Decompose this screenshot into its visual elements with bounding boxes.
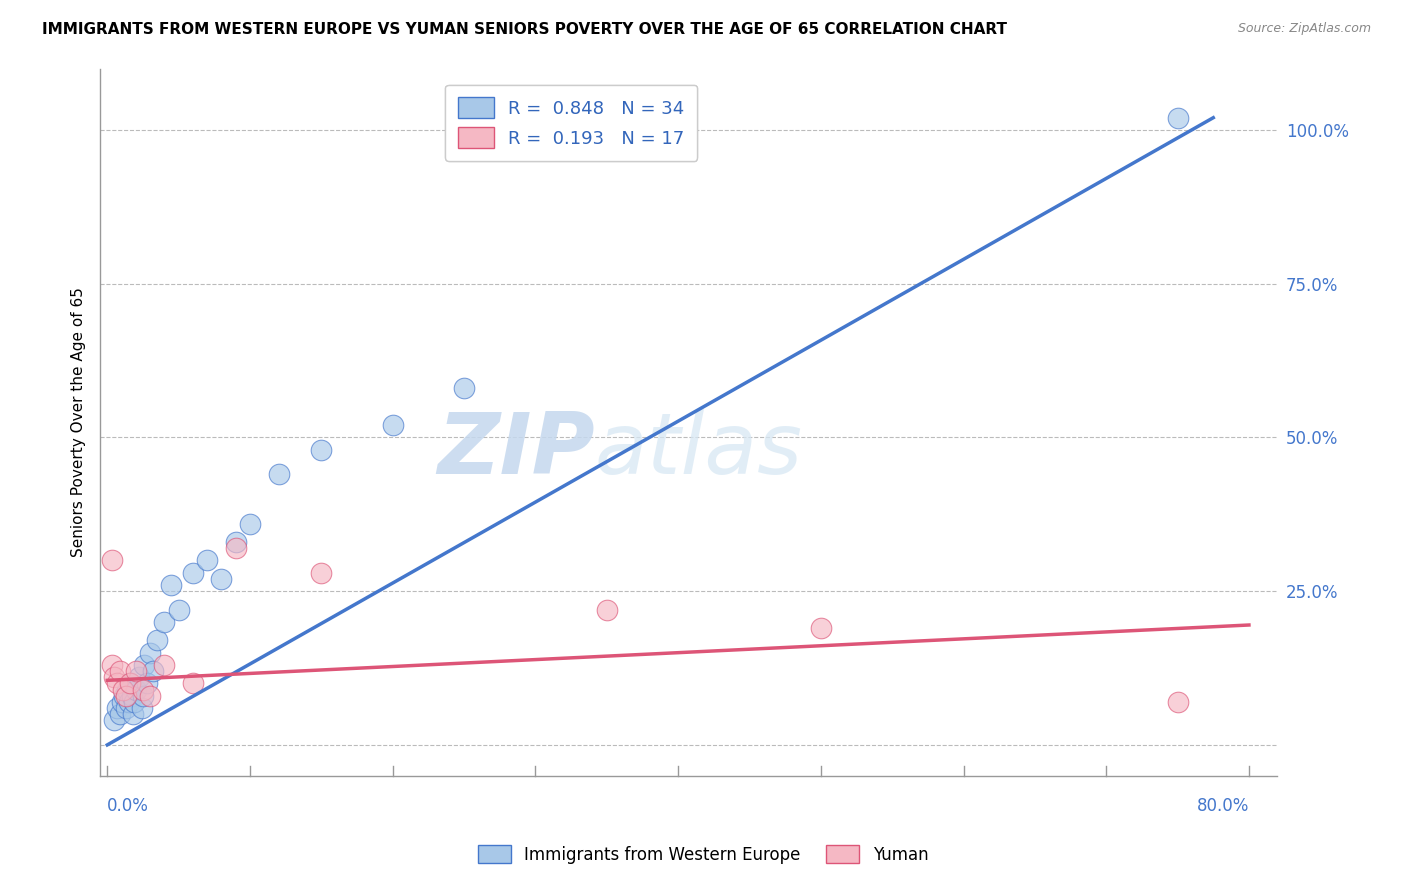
Text: Source: ZipAtlas.com: Source: ZipAtlas.com xyxy=(1237,22,1371,36)
Text: 0.0%: 0.0% xyxy=(107,797,149,815)
Point xyxy=(225,541,247,556)
Legend: Immigrants from Western Europe, Yuman: Immigrants from Western Europe, Yuman xyxy=(471,838,935,871)
Point xyxy=(110,695,132,709)
Point xyxy=(122,707,145,722)
Point xyxy=(100,553,122,567)
Point xyxy=(181,676,204,690)
Point xyxy=(195,553,218,567)
Point xyxy=(121,689,143,703)
Point xyxy=(125,682,148,697)
Point xyxy=(311,442,333,457)
Point xyxy=(136,676,159,690)
Point xyxy=(453,381,475,395)
Point xyxy=(103,714,125,728)
Point xyxy=(111,682,134,697)
Text: atlas: atlas xyxy=(595,409,803,491)
Point xyxy=(225,535,247,549)
Point xyxy=(311,566,333,580)
Point xyxy=(153,615,176,629)
Point xyxy=(139,646,162,660)
Point xyxy=(105,701,128,715)
Point xyxy=(239,516,262,531)
Point xyxy=(160,578,183,592)
Point xyxy=(108,707,131,722)
Point xyxy=(117,682,139,697)
Point xyxy=(114,689,136,703)
Legend: R =  0.848   N = 34, R =  0.193   N = 17: R = 0.848 N = 34, R = 0.193 N = 17 xyxy=(446,85,697,161)
Point xyxy=(134,657,156,672)
Point xyxy=(139,689,162,703)
Point xyxy=(142,664,165,678)
Point xyxy=(105,676,128,690)
Y-axis label: Seniors Poverty Over the Age of 65: Seniors Poverty Over the Age of 65 xyxy=(72,287,86,557)
Point xyxy=(1167,695,1189,709)
Point xyxy=(125,664,148,678)
Point xyxy=(596,602,619,616)
Text: IMMIGRANTS FROM WESTERN EUROPE VS YUMAN SENIORS POVERTY OVER THE AGE OF 65 CORRE: IMMIGRANTS FROM WESTERN EUROPE VS YUMAN … xyxy=(42,22,1007,37)
Point xyxy=(146,633,169,648)
Point xyxy=(209,572,232,586)
Point xyxy=(118,695,141,709)
Point xyxy=(132,689,155,703)
Point xyxy=(114,701,136,715)
Point xyxy=(810,621,832,635)
Point xyxy=(153,657,176,672)
Point xyxy=(131,701,153,715)
Point xyxy=(267,467,290,482)
Point xyxy=(100,657,122,672)
Point xyxy=(120,676,142,690)
Text: ZIP: ZIP xyxy=(437,409,595,491)
Point xyxy=(381,418,404,433)
Point xyxy=(132,682,155,697)
Point xyxy=(1167,111,1189,125)
Point xyxy=(128,670,150,684)
Point xyxy=(167,602,190,616)
Text: 80.0%: 80.0% xyxy=(1197,797,1249,815)
Point xyxy=(103,670,125,684)
Point xyxy=(124,695,146,709)
Point xyxy=(112,689,135,703)
Point xyxy=(108,664,131,678)
Point xyxy=(181,566,204,580)
Point xyxy=(120,676,142,690)
